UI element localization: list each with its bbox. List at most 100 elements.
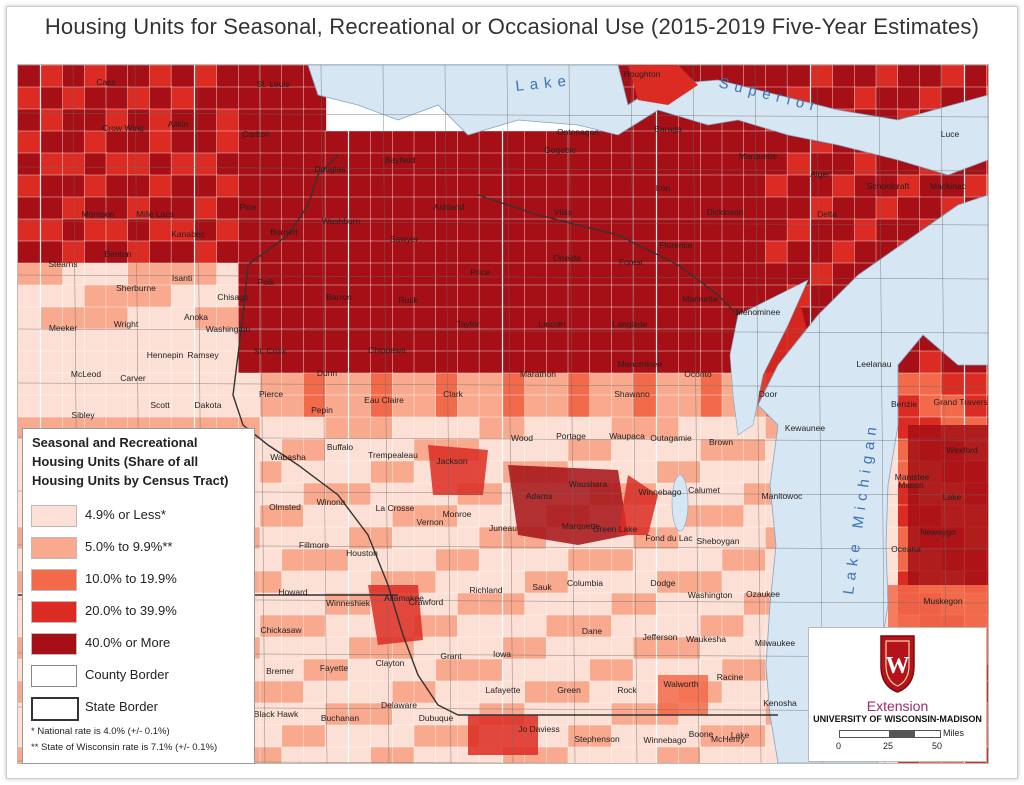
census-tract — [413, 306, 438, 331]
census-tract — [303, 680, 327, 705]
keweenaw-peninsula — [628, 65, 698, 105]
census-tract — [40, 350, 65, 375]
county-label: Green Lake — [593, 524, 638, 534]
census-tract — [259, 636, 284, 661]
census-tract — [127, 152, 151, 177]
county-label: Mille Lacs — [136, 209, 174, 219]
county-label: Dubuque — [419, 713, 454, 723]
census-tract — [478, 240, 503, 265]
census-tract — [435, 174, 459, 199]
census-tract — [589, 240, 613, 265]
county-label: Sibley — [71, 410, 95, 420]
census-tract — [700, 746, 724, 763]
census-tract — [478, 218, 503, 243]
census-tract — [810, 65, 835, 89]
census-tract — [700, 394, 724, 419]
census-tract — [524, 218, 548, 243]
county-label: Houghton — [624, 69, 661, 79]
census-tract — [370, 724, 394, 749]
census-tract — [854, 218, 878, 243]
county-label: Marquette — [739, 151, 778, 161]
census-tract — [678, 218, 702, 243]
census-tract — [589, 196, 613, 221]
census-tract — [348, 680, 373, 705]
county-label: Juneau — [489, 523, 517, 533]
census-tract — [40, 218, 65, 243]
census-tract — [589, 438, 613, 463]
census-tract — [392, 416, 416, 441]
tract-cluster — [658, 675, 708, 715]
tract-cluster — [748, 295, 808, 405]
census-tract — [567, 592, 592, 617]
census-tract — [611, 746, 635, 763]
census-tract — [502, 196, 527, 221]
county-label: Pepin — [311, 405, 333, 415]
census-tract — [435, 658, 459, 683]
census-tract — [986, 394, 988, 419]
census-tract — [721, 504, 746, 529]
census-tract — [786, 218, 811, 243]
census-tract — [611, 570, 635, 595]
census-tract — [84, 328, 108, 353]
census-tract — [897, 196, 921, 221]
census-tract — [524, 174, 548, 199]
county-border-label: County Border — [85, 667, 169, 682]
census-tract — [656, 746, 681, 763]
county-label: Lincoln — [539, 319, 566, 329]
census-tract — [457, 174, 481, 199]
census-tract — [678, 174, 702, 199]
census-tract — [281, 306, 305, 331]
census-tract — [589, 152, 613, 177]
census-tract — [259, 526, 284, 551]
census-tract — [216, 262, 240, 287]
census-tract — [281, 284, 305, 309]
census-tract — [435, 416, 459, 441]
census-tract — [632, 460, 657, 485]
census-tract — [743, 218, 767, 243]
census-tract — [810, 262, 835, 287]
census-tract — [216, 108, 240, 133]
census-tract — [478, 130, 503, 155]
census-tract — [18, 262, 41, 287]
census-tract — [721, 460, 746, 485]
census-tract — [281, 680, 305, 705]
census-tract — [721, 680, 746, 705]
census-tract — [105, 218, 130, 243]
census-tract — [413, 328, 438, 353]
census-tract — [216, 152, 240, 177]
census-tract — [546, 174, 570, 199]
census-tract — [854, 86, 878, 111]
census-tract — [303, 438, 327, 463]
census-tract — [478, 306, 503, 331]
census-tract — [589, 636, 613, 661]
census-tract — [413, 262, 438, 287]
county-label: Adams — [526, 491, 552, 501]
census-tract — [524, 152, 548, 177]
county-label: Chickasaw — [260, 625, 302, 635]
census-tract — [589, 284, 613, 309]
census-tract — [457, 284, 481, 309]
census-tract — [149, 372, 173, 397]
county-label: Chisago — [217, 292, 248, 302]
census-tract — [656, 328, 681, 353]
county-label: Grant — [440, 651, 462, 661]
census-tract — [170, 284, 195, 309]
legend-label-3: 10.0% to 19.9% — [85, 571, 177, 586]
census-tract — [765, 240, 789, 265]
census-tract — [281, 196, 305, 221]
county-label: Wabasha — [270, 452, 306, 462]
county-label: Menominee — [736, 307, 781, 317]
census-tract — [478, 174, 503, 199]
census-tract — [743, 240, 767, 265]
county-label: Marquette — [562, 521, 601, 531]
census-tract — [62, 218, 86, 243]
census-tract — [919, 86, 943, 111]
census-tract — [194, 262, 219, 287]
census-tract — [478, 548, 503, 573]
census-tract — [281, 548, 305, 573]
census-tract — [700, 152, 724, 177]
county-label: Mackinac — [930, 181, 967, 191]
census-tract — [259, 284, 284, 309]
county-label: Winnebago — [638, 487, 681, 497]
census-tract — [149, 174, 173, 199]
